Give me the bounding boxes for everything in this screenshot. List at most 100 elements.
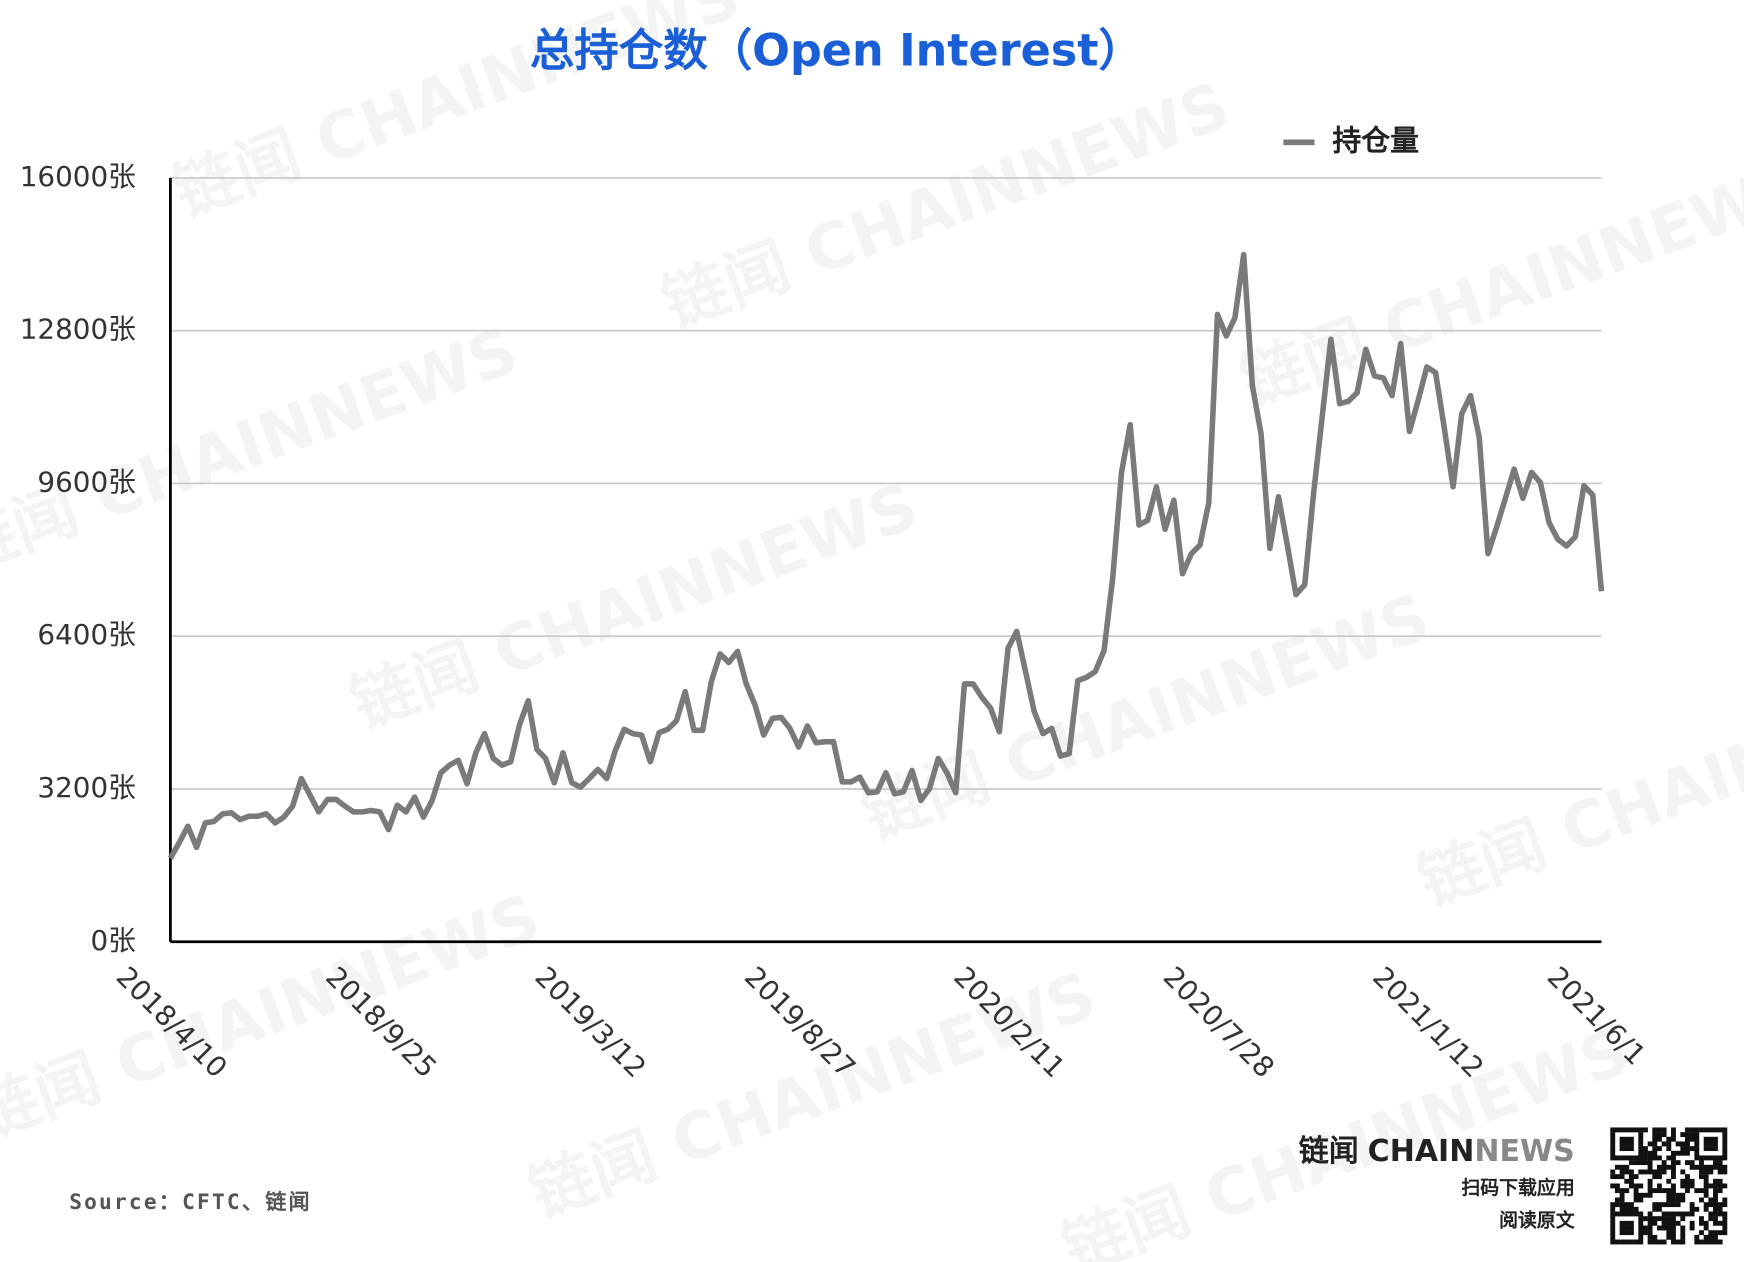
qr-cell	[1671, 1216, 1676, 1222]
qr-cell	[1610, 1239, 1616, 1245]
qr-cell	[1694, 1239, 1700, 1245]
qr-cell	[1680, 1225, 1686, 1231]
qr-cell	[1671, 1202, 1676, 1208]
qr-cell	[1699, 1239, 1704, 1245]
qr-cell	[1685, 1160, 1690, 1166]
qr-cell	[1699, 1197, 1704, 1203]
qr-cell	[1685, 1146, 1690, 1152]
qr-cell	[1638, 1225, 1644, 1231]
qr-cell	[1624, 1230, 1630, 1236]
qr-cell	[1642, 1146, 1648, 1152]
qr-cell	[1713, 1188, 1718, 1194]
qr-cell	[1638, 1197, 1644, 1203]
qr-cell	[1610, 1136, 1616, 1142]
qr-cell	[1624, 1127, 1630, 1133]
qr-cell	[1675, 1150, 1681, 1156]
qr-cell	[1647, 1225, 1653, 1231]
qr-cell	[1633, 1197, 1639, 1203]
qr-cell	[1708, 1197, 1714, 1203]
qr-cell	[1708, 1211, 1714, 1217]
qr-cell	[1680, 1146, 1686, 1152]
qr-cell	[1638, 1230, 1644, 1236]
qr-cell	[1713, 1206, 1718, 1212]
qr-cell	[1638, 1192, 1644, 1198]
qr-cell	[1656, 1146, 1662, 1152]
qr-cell	[1680, 1197, 1686, 1203]
qr-cell	[1652, 1136, 1658, 1142]
qr-cell	[1703, 1225, 1709, 1231]
qr-cell	[1633, 1160, 1639, 1166]
qr-cell	[1628, 1178, 1634, 1184]
qr-cell	[1671, 1150, 1676, 1156]
qr-cell	[1656, 1174, 1662, 1180]
qr-code	[1610, 1127, 1728, 1245]
qr-cell	[1708, 1141, 1714, 1147]
qr-cell	[1661, 1164, 1667, 1170]
qr-cell	[1628, 1141, 1634, 1147]
qr-cell	[1619, 1188, 1625, 1194]
qr-cell	[1685, 1211, 1690, 1217]
qr-cell	[1703, 1202, 1709, 1208]
qr-cell	[1647, 1216, 1653, 1222]
qr-cell	[1647, 1230, 1653, 1236]
qr-cell	[1633, 1188, 1639, 1194]
qr-cell	[1694, 1132, 1700, 1138]
qr-cell	[1619, 1211, 1625, 1217]
qr-cell	[1680, 1169, 1686, 1175]
qr-cell	[1642, 1150, 1648, 1156]
qr-cell	[1671, 1183, 1676, 1189]
qr-cell	[1656, 1216, 1662, 1222]
qr-cell	[1694, 1206, 1700, 1212]
qr-cell	[1619, 1230, 1625, 1236]
qr-cell	[1638, 1150, 1644, 1156]
qr-cell	[1717, 1155, 1723, 1161]
qr-cell	[1652, 1216, 1658, 1222]
qr-cell	[1675, 1211, 1681, 1217]
qr-cell	[1703, 1188, 1709, 1194]
qr-cell	[1638, 1127, 1644, 1133]
qr-cell	[1703, 1174, 1709, 1180]
qr-cell	[1619, 1220, 1625, 1226]
qr-cell	[1717, 1206, 1723, 1212]
qr-cell	[1628, 1225, 1634, 1231]
qr-cell	[1610, 1174, 1616, 1180]
qr-cell	[1713, 1178, 1718, 1184]
qr-cell	[1619, 1206, 1625, 1212]
qr-cell	[1671, 1197, 1676, 1203]
qr-cell	[1689, 1160, 1695, 1166]
qr-cell	[1703, 1239, 1709, 1245]
qr-cell	[1647, 1169, 1653, 1175]
qr-cell	[1675, 1141, 1681, 1147]
qr-cell	[1689, 1206, 1695, 1212]
qr-cell	[1722, 1146, 1728, 1152]
qr-cell	[1638, 1136, 1644, 1142]
qr-cell	[1694, 1164, 1700, 1170]
qr-cell	[1661, 1169, 1667, 1175]
qr-cell	[1685, 1127, 1690, 1133]
watermark: 链闻 CHAINNEWS	[1409, 647, 1744, 921]
qr-cell	[1703, 1192, 1709, 1198]
qr-cell	[1619, 1192, 1625, 1198]
logo-line2: 阅读原文	[1499, 1208, 1575, 1231]
qr-cell	[1666, 1146, 1672, 1152]
chart-title: 总持仓数（Open Interest）	[530, 25, 1143, 76]
qr-cell	[1614, 1127, 1620, 1133]
qr-cell	[1708, 1127, 1714, 1133]
qr-cell	[1694, 1188, 1700, 1194]
qr-cell	[1671, 1234, 1676, 1240]
qr-cell	[1647, 1192, 1653, 1198]
qr-cell	[1624, 1188, 1630, 1194]
qr-cell	[1680, 1141, 1686, 1147]
qr-cell	[1624, 1225, 1630, 1231]
qr-cell	[1699, 1188, 1704, 1194]
qr-cell	[1722, 1141, 1728, 1147]
qr-cell	[1624, 1220, 1630, 1226]
qr-cell	[1633, 1127, 1639, 1133]
qr-cell	[1717, 1164, 1723, 1170]
qr-cell	[1685, 1141, 1690, 1147]
qr-cell	[1699, 1230, 1704, 1236]
qr-cell	[1680, 1211, 1686, 1217]
qr-cell	[1699, 1216, 1704, 1222]
qr-cell	[1666, 1197, 1672, 1203]
